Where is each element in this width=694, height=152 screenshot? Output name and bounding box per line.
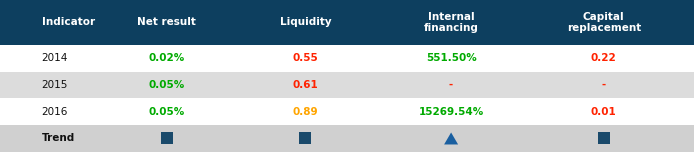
FancyBboxPatch shape <box>0 72 694 98</box>
Text: 0.05%: 0.05% <box>149 107 185 117</box>
FancyBboxPatch shape <box>0 45 694 72</box>
Bar <box>160 133 173 144</box>
Text: Net result: Net result <box>137 17 196 27</box>
Text: 0.55: 0.55 <box>292 53 319 63</box>
Text: 0.05%: 0.05% <box>149 80 185 90</box>
FancyBboxPatch shape <box>0 98 694 125</box>
Text: 0.61: 0.61 <box>292 80 319 90</box>
Text: 0.01: 0.01 <box>591 107 617 117</box>
Text: Trend: Trend <box>42 133 75 143</box>
Text: 0.22: 0.22 <box>591 53 617 63</box>
FancyBboxPatch shape <box>0 125 694 152</box>
Bar <box>299 133 312 144</box>
FancyBboxPatch shape <box>0 0 694 45</box>
Text: 551.50%: 551.50% <box>425 53 477 63</box>
Text: Indicator: Indicator <box>42 17 95 27</box>
Text: Capital
replacement: Capital replacement <box>567 12 641 33</box>
Text: -: - <box>449 80 453 90</box>
Text: 2014: 2014 <box>42 53 68 63</box>
Text: 0.89: 0.89 <box>293 107 318 117</box>
Bar <box>598 133 610 144</box>
Text: Internal
financing: Internal financing <box>423 12 479 33</box>
Polygon shape <box>444 133 458 144</box>
Text: 15269.54%: 15269.54% <box>418 107 484 117</box>
Text: 2016: 2016 <box>42 107 68 117</box>
Text: Liquidity: Liquidity <box>280 17 331 27</box>
Text: 2015: 2015 <box>42 80 68 90</box>
Text: -: - <box>602 80 606 90</box>
Text: 0.02%: 0.02% <box>149 53 185 63</box>
